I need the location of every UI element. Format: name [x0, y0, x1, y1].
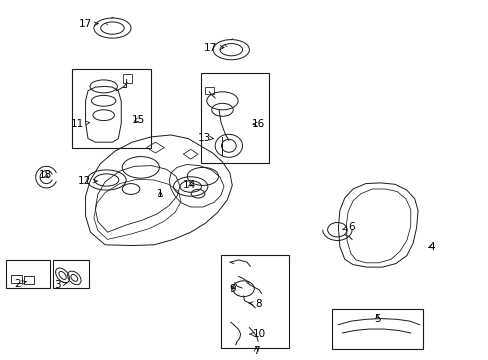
Bar — [6, 260, 50, 288]
Text: 5: 5 — [373, 314, 380, 324]
Text: 17: 17 — [203, 42, 224, 53]
Text: 1: 1 — [157, 189, 163, 199]
Bar — [331, 309, 423, 349]
Text: 10: 10 — [249, 329, 265, 339]
Text: 15: 15 — [131, 114, 145, 125]
Text: 16: 16 — [251, 119, 264, 129]
Text: 2: 2 — [14, 279, 26, 289]
Bar — [205, 87, 214, 94]
Text: 17: 17 — [79, 19, 98, 30]
Text: 12: 12 — [78, 176, 97, 186]
Bar — [221, 255, 289, 348]
Text: 13: 13 — [197, 132, 213, 143]
Text: 18: 18 — [39, 170, 52, 180]
Bar — [123, 74, 132, 83]
Text: 7: 7 — [252, 346, 259, 356]
Text: 8: 8 — [248, 299, 261, 309]
Bar — [53, 260, 89, 288]
Text: 6: 6 — [342, 222, 354, 232]
Text: 4: 4 — [427, 242, 434, 252]
Bar — [201, 73, 268, 163]
Text: 3: 3 — [54, 280, 67, 290]
Bar — [72, 69, 150, 148]
Text: 11: 11 — [70, 119, 90, 129]
Text: 9: 9 — [229, 284, 236, 294]
Text: 14: 14 — [183, 180, 196, 190]
